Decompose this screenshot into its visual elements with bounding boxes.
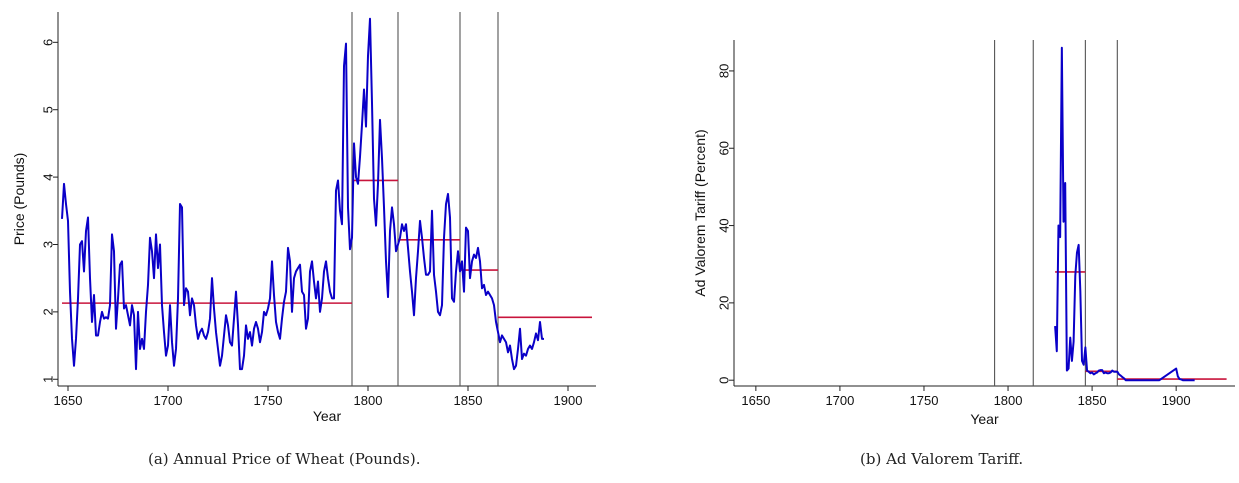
x-tick-label: 1900	[1162, 393, 1191, 408]
y-axis-title-a: Price (Pounds)	[11, 153, 27, 246]
y-ticks-b: 0 20 40 60 80	[716, 64, 734, 384]
x-tick-label: 1750	[254, 393, 283, 408]
x-axis-title-b: Year	[970, 411, 999, 427]
y-tick-label: 3	[40, 241, 55, 248]
y-tick-label: 0	[716, 377, 731, 384]
wheat-price-series-line	[61, 17, 544, 371]
caption-b: (b) Ad Valorem Tariff.	[860, 450, 1024, 468]
x-tick-label: 1800	[354, 393, 383, 408]
period-means-a	[62, 179, 592, 319]
y-tick-label: 5	[40, 106, 55, 113]
y-tick-label: 2	[40, 308, 55, 315]
y-tick-label: 20	[716, 296, 731, 310]
x-tick-label: 1650	[741, 393, 770, 408]
y-axis-title-b: Ad Valorem Tariff (Percent)	[692, 129, 708, 296]
y-tick-label: 4	[40, 173, 55, 180]
caption-a: (a) Annual Price of Wheat (Pounds).	[148, 450, 421, 468]
period-lines-b	[994, 40, 1118, 386]
x-tick-label: 1850	[1078, 393, 1107, 408]
y-tick-label: 40	[716, 218, 731, 232]
x-tick-label: 1800	[994, 393, 1023, 408]
y-tick-label: 6	[40, 39, 55, 46]
x-ticks-a: 1650 1700 1750 1800 1850 1900	[54, 386, 583, 408]
x-tick-label: 1850	[454, 393, 483, 408]
x-axis-title-a: Year	[313, 408, 342, 424]
chart-panel-a: 1 2 3 4 5 6 1650 1700 1750 1800 1850 1900 Year Pri…	[11, 12, 596, 424]
x-tick-label: 1700	[154, 393, 183, 408]
x-tick-label: 1900	[554, 393, 583, 408]
x-ticks-b: 1650 1700 1750 1800 1850 1900	[741, 386, 1191, 408]
y-tick-label: 1	[40, 376, 55, 383]
x-tick-label: 1650	[54, 393, 83, 408]
x-tick-label: 1750	[910, 393, 939, 408]
tariff-series-line	[1054, 46, 1195, 382]
x-tick-label: 1700	[825, 393, 854, 408]
y-ticks-a: 1 2 3 4 5 6	[40, 39, 58, 383]
y-tick-label: 60	[716, 141, 731, 155]
y-tick-label: 80	[716, 64, 731, 78]
